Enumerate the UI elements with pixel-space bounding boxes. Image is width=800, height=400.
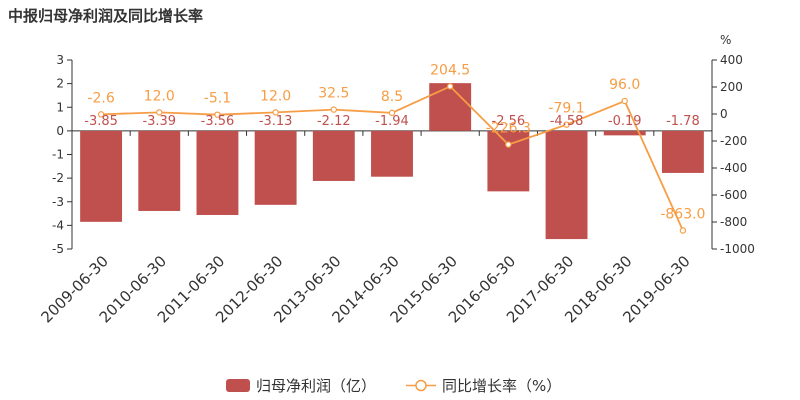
legend-bar-swatch — [226, 379, 250, 392]
left-axis-tick-label: 3 — [56, 53, 64, 67]
line-data-label: 32.5 — [318, 86, 349, 102]
bar — [196, 130, 239, 215]
line-point — [388, 109, 396, 117]
right-axis-tick-label: 0 — [720, 107, 728, 121]
left-axis-tick-label: 2 — [56, 77, 64, 91]
legend: 归母净利润（亿） 同比增长率（%） — [226, 377, 561, 395]
left-axis-tick-label: -2 — [52, 171, 64, 185]
labels-group: -3.85 -3.39 -3.56 -3.13 -2.12 -1.94 2.02 -2.56-… — [84, 62, 705, 222]
line-point — [156, 109, 163, 116]
bar — [487, 130, 530, 192]
line-data-label: -79.1 — [548, 101, 584, 117]
line-data-label: 12.0 — [260, 88, 291, 104]
bar-data-label: -3.13 — [259, 114, 293, 129]
left-axis-tick-label: 1 — [56, 100, 64, 114]
bar-data-label: -1.94 — [375, 114, 409, 129]
bar — [254, 130, 297, 205]
bar-data-label: -3.39 — [142, 114, 176, 129]
line-data-label: 12.0 — [144, 88, 175, 104]
line-group — [97, 83, 687, 234]
right-axis-tick-label: -200 — [720, 134, 747, 148]
line-data-label: -2.6 — [87, 90, 114, 106]
left-axis-tick-label: -1 — [52, 148, 64, 162]
legend-line-label: 同比增长率（%） — [442, 377, 561, 395]
bar — [138, 130, 181, 211]
bar-data-label: -4.58 — [550, 114, 584, 129]
bar-data-label: -3.56 — [201, 114, 235, 129]
line-point — [446, 83, 454, 90]
line-data-label: -863.0 — [660, 207, 705, 223]
bar — [80, 130, 123, 222]
bar-data-label: -1.78 — [666, 114, 700, 129]
left-axis-tick-label: -5 — [52, 242, 64, 256]
line-point — [505, 141, 512, 148]
chart-title: 中报归母净利润及同比增长率 — [8, 7, 203, 25]
bar — [661, 130, 704, 173]
right-axis-unit: % — [720, 33, 731, 47]
bar — [312, 130, 355, 181]
line-data-label: 204.5 — [430, 62, 470, 78]
left-axis-tick-label: -3 — [52, 195, 64, 209]
bar — [429, 83, 472, 131]
legend-bar-label: 归母净利润（亿） — [256, 377, 376, 395]
line-point — [563, 121, 570, 128]
bar-data-label: -2.12 — [317, 114, 351, 129]
line-point — [330, 106, 338, 113]
right-axis-tick-label: 200 — [720, 80, 743, 94]
bar-data-label: -0.19 — [608, 114, 642, 129]
line-point — [679, 227, 687, 234]
bar — [603, 130, 646, 136]
right-axis-tick-label: -600 — [720, 188, 747, 202]
line-data-label: -5.1 — [204, 91, 231, 107]
line-data-label: 96.0 — [609, 77, 640, 93]
line-point — [272, 109, 279, 116]
left-axis-tick-label: 0 — [56, 124, 64, 138]
right-axis-tick-label: -400 — [720, 161, 747, 175]
right-axis-tick-label: -800 — [720, 215, 747, 229]
bar — [371, 130, 413, 177]
right-axis-tick-label: -1000 — [720, 242, 755, 256]
line-data-label: 8.5 — [381, 89, 403, 105]
bar-data-label: -2.56 — [492, 114, 526, 129]
bar-data-label: 2.02 — [436, 114, 465, 129]
right-axis-tick-label: 400 — [720, 53, 743, 67]
bar — [545, 130, 588, 240]
line-point — [621, 97, 628, 105]
line-point — [97, 111, 105, 118]
line-point — [214, 111, 221, 118]
bar-data-label: -3.85 — [84, 114, 118, 129]
line-data-label: -226.3 — [486, 121, 531, 137]
legend-line-marker — [415, 379, 427, 392]
bars-group — [80, 83, 704, 240]
left-axis-tick-label: -4 — [52, 218, 64, 232]
